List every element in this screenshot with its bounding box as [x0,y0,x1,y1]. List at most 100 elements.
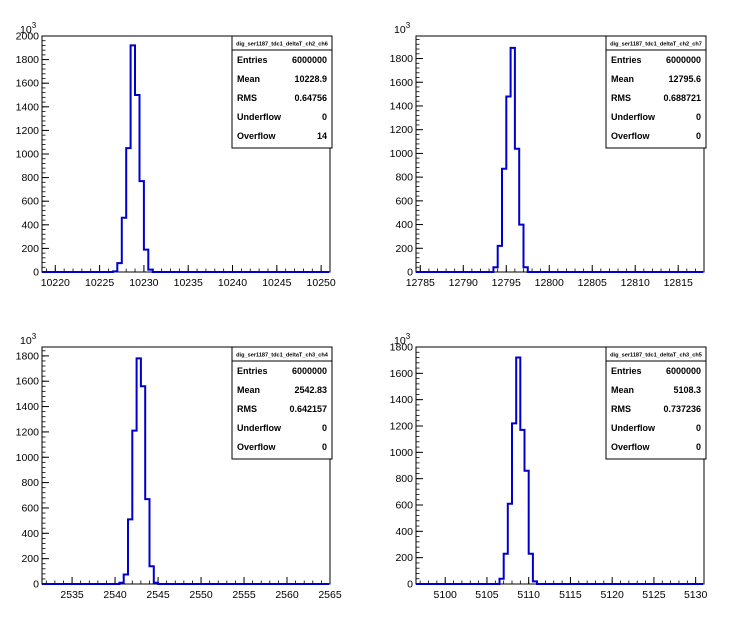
y-tick-label: 0 [407,267,413,279]
y-tick-label: 1600 [390,368,414,380]
stats-label-mean: Mean [611,74,634,84]
x-tick-label: 5100 [434,589,458,601]
y-tick-label: 1000 [16,149,40,161]
y-tick-label: 1200 [390,124,414,136]
y-tick-label: 400 [395,526,413,538]
stats-value-entries: 6000000 [292,366,327,376]
x-tick-label: 10225 [85,277,114,289]
x-tick-label: 10250 [307,277,336,289]
x-tick-label: 12785 [406,277,435,289]
stats-label-underflow: Underflow [237,423,282,433]
stats-label-overflow: Overflow [611,131,651,141]
x-tick-label: 5125 [642,589,666,601]
stats-box-frame [231,346,333,460]
stats-box-frame [231,35,333,149]
x-tick-label: 2565 [318,589,342,601]
stats-value-mean: 5108.3 [673,385,701,395]
stats-label-mean: Mean [611,385,634,395]
stats-box-frame [605,346,707,460]
stats-box-frame [605,35,707,149]
stats-label-rms: RMS [237,93,257,103]
y-tick-label: 200 [395,243,413,255]
y-tick-label: 1400 [16,101,40,113]
stats-value-entries: 6000000 [666,366,701,376]
y-tick-label: 800 [395,172,413,184]
y-tick-label: 1800 [16,54,40,66]
histogram-panel-1: 0 200 400 600 800 1000 1200 1400 1600 1800 2000103… [16,21,336,289]
stats-value-overflow: 0 [322,442,327,452]
stats-value-underflow: 0 [696,423,701,433]
y-tick-label: 400 [21,219,39,231]
y-tick-label: 1400 [390,394,414,406]
stats-value-mean: 2542.83 [294,385,327,395]
stats-value-overflow: 0 [696,131,701,141]
stats-label-rms: RMS [611,404,631,414]
stats-value-rms: 0.64756 [294,93,327,103]
y-tick-label: 600 [21,502,39,514]
x-tick-label: 12810 [621,277,650,289]
stats-label-underflow: Underflow [611,423,656,433]
x-tick-label: 2545 [146,589,170,601]
x-tick-label: 12805 [578,277,607,289]
x-tick-label: 5105 [475,589,499,601]
y-tick-label: 600 [21,196,39,208]
x-tick-label: 2560 [275,589,299,601]
stats-label-overflow: Overflow [611,442,651,452]
y-tick-label: 1000 [390,148,414,160]
y-tick-label: 1600 [390,77,414,89]
stats-label-underflow: Underflow [611,112,656,122]
y-multiplier-label: 103 [20,332,37,347]
x-tick-label: 12795 [492,277,521,289]
stats-label-underflow: Underflow [237,112,282,122]
y-tick-label: 400 [395,219,413,231]
histogram-outline [42,44,329,273]
stats-value-underflow: 0 [322,112,327,122]
stats-label-overflow: Overflow [237,442,277,452]
stats-box: dig_ser1187_tdc1_deltaT_ch3_ch4 Entries 60… [231,346,333,460]
stats-label-rms: RMS [611,93,631,103]
stats-label-mean: Mean [237,74,260,84]
stats-label-entries: Entries [611,366,642,376]
stats-box: dig_ser1187_tdc1_deltaT_ch2_ch6 Entries 60… [231,35,333,149]
y-tick-label: 1200 [16,125,40,137]
y-tick-label: 1400 [16,401,40,413]
y-tick-label: 200 [21,243,39,255]
x-tick-label: 5130 [684,589,708,601]
y-tick-label: 1800 [390,342,414,354]
x-tick-label: 2555 [232,589,256,601]
x-tick-label: 2540 [103,589,127,601]
histogram-panel-3: 0 200 400 600 800 1000 1200 1400 1600 1800 103 2535… [16,332,342,601]
y-tick-label: 1000 [390,447,414,459]
x-tick-label: 10235 [174,277,203,289]
stats-label-rms: RMS [237,404,257,414]
x-tick-label: 10230 [129,277,158,289]
y-tick-label: 200 [21,553,39,565]
stats-value-underflow: 0 [322,423,327,433]
x-tick-label: 12790 [449,277,478,289]
y-tick-label: 1600 [16,78,40,90]
stats-box-title: dig_ser1187_tdc1_deltaT_ch2_ch6 [236,42,328,48]
y-tick-label: 0 [33,579,39,591]
x-tick-label: 10220 [41,277,70,289]
y-tick-label: 0 [33,267,39,279]
x-tick-label: 2535 [60,589,84,601]
stats-value-mean: 10228.9 [294,74,327,84]
stats-value-entries: 6000000 [292,55,327,65]
stats-value-entries: 6000000 [666,55,701,65]
histogram-panel-2: 0 200 400 600 800 1000 1200 1400 1600 1800 103 1278… [390,21,707,289]
x-tick-label: 10245 [262,277,291,289]
stats-value-underflow: 0 [696,112,701,122]
y-tick-label: 400 [21,528,39,540]
y-tick-label: 800 [21,477,39,489]
stats-box: dig_ser1187_tdc1_deltaT_ch2_ch7 Entries 60… [605,35,707,149]
stats-value-rms: 0.688721 [663,93,701,103]
stats-value-rms: 0.737236 [663,404,701,414]
stats-value-overflow: 14 [317,131,327,141]
stats-label-entries: Entries [237,55,268,65]
x-tick-label: 5110 [517,589,540,601]
histogram-outline [416,46,703,273]
stats-box-title: dig_ser1187_tdc1_deltaT_ch2_ch7 [610,42,702,48]
stats-box-title: dig_ser1187_tdc1_deltaT_ch3_ch5 [610,353,702,359]
